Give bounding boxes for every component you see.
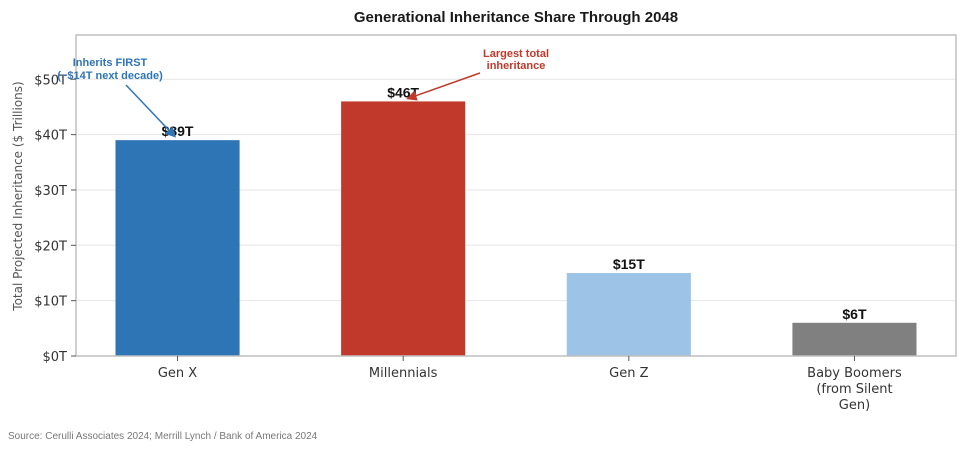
bars [115, 101, 917, 357]
y-tick-label: $50T [34, 73, 67, 88]
x-tick-label: Gen Z [609, 366, 648, 381]
y-axis: $0T $10T $20T $30T $40T $50T [34, 73, 76, 365]
data-label: $46T [387, 84, 419, 100]
x-tick-label: Baby Boomers (from Silent Gen) [807, 366, 902, 413]
x-tick-label: Gen X [158, 366, 197, 381]
annotation-arrow [125, 84, 176, 138]
data-label: $39T [162, 123, 194, 139]
y-tick-label: $0T [43, 350, 68, 365]
annotation-text: Inherits FIRST (~$14T next decade) [57, 57, 163, 82]
y-tick-label: $40T [34, 129, 67, 144]
annotation-arrow [406, 72, 481, 101]
y-tick-label: $10T [34, 295, 67, 310]
annotation-text: Largest total inheritance [483, 48, 549, 72]
plot-frame [75, 34, 957, 357]
y-tick-label: $20T [34, 239, 67, 254]
y-axis-label: Total Projected Inheritance ($ Trillions… [11, 81, 25, 311]
bar [566, 272, 691, 356]
data-label: $15T [613, 256, 645, 272]
y-tick-label: $30T [34, 184, 67, 199]
annotations: Inherits FIRST (~$14T next decade) Largest… [57, 48, 549, 138]
data-label: $6T [842, 306, 867, 322]
source-note: Source: Cerulli Associates 2024; Merrill… [8, 431, 318, 442]
bar [115, 140, 240, 356]
x-tick-label: Millennials [369, 366, 438, 381]
chart-title: Generational Inheritance Share Through 2… [354, 9, 678, 26]
x-axis: Gen X Millennials Gen Z Baby Boomers (from S… [158, 356, 902, 413]
data-labels: $39T $46T $15T $6T [162, 84, 867, 321]
bar [792, 322, 917, 356]
bar [341, 101, 466, 357]
